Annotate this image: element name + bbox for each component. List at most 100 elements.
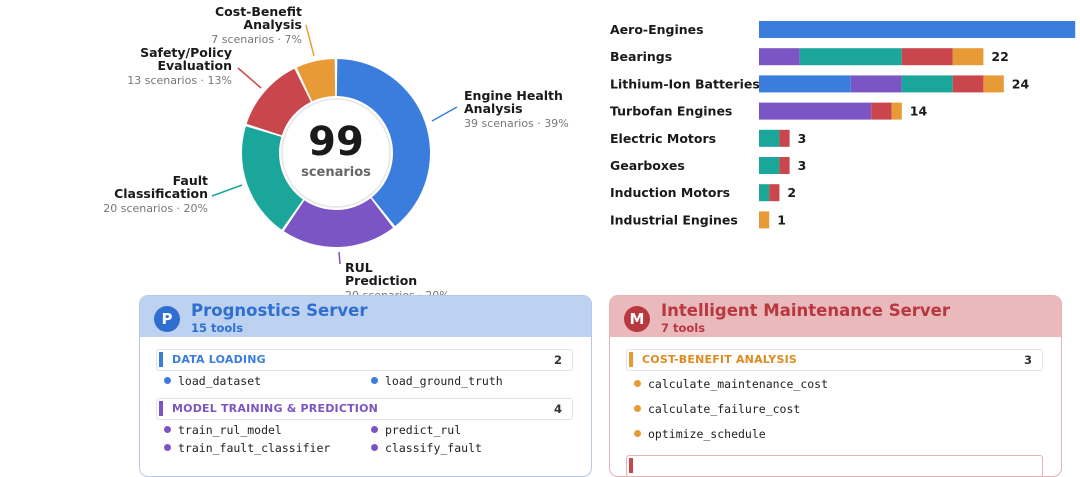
bar-segment [759,157,780,174]
slice-title-line: Prediction [345,273,417,288]
tool-name: train_rul_model [178,423,282,437]
bullet-icon [164,377,171,384]
bar-total-label: 14 [910,104,928,119]
slice-title-line: Evaluation [158,58,233,73]
slice-detail: 20 scenarios · 20% [103,202,208,215]
section-count: 2 [553,353,562,367]
bar-segment [983,75,1004,93]
tool-item: load_ground_truth [371,374,503,388]
bar-category-label: Turbofan Engines [610,104,732,119]
bar-total-label: 24 [1012,76,1030,91]
panel-title: Prognostics Server [191,301,368,320]
bar-category-label: Electric Motors [610,131,716,146]
slice-title-line: Analysis [464,101,523,116]
leader-line [305,24,315,57]
maintenance-server-panel: M Intelligent Maintenance Server 7 tools… [609,295,1062,477]
bullet-icon [371,444,378,451]
tool-item: calculate_failure_cost [634,402,800,416]
bullet-icon [164,426,171,433]
section-label: DATA LOADING [172,353,266,366]
bar-segment [759,129,780,147]
section-cost-benefit: COST-BENEFIT ANALYSIS 3 [626,349,1043,371]
tool-item: load_dataset [164,374,261,388]
tool-item: optimize_schedule [634,427,766,441]
section-color-bar [629,458,633,473]
leader-line [338,251,341,265]
panel-tool-count: 15 tools [191,321,244,335]
bar-total-label: 3 [798,131,807,146]
donut-center-ring [281,98,391,208]
slice-title-line: Fault [173,173,208,188]
section-model-training: MODEL TRAINING & PREDICTION 4 [156,398,573,420]
bullet-icon [634,380,641,387]
donut-slice [336,59,430,227]
slice-title-line: Safety/Policy [140,45,232,60]
slice-title: RUL Prediction [345,260,417,288]
bullet-icon [371,426,378,433]
donut-slice [242,126,304,230]
bar-segment [871,102,892,120]
tool-item: predict_rul [371,423,461,437]
section-color-bar [159,401,163,416]
section-next-partial [626,455,1043,476]
slice-title-line: Cost-Benefit [215,4,302,19]
section-label: COST-BENEFIT ANALYSIS [642,353,797,366]
slice-title-line: RUL [345,260,373,275]
server-badge-icon: P [154,306,180,332]
bullet-icon [634,430,641,437]
slice-title-line: Classification [114,186,208,201]
bar-segment [759,75,851,93]
tool-name: calculate_failure_cost [648,402,801,416]
section-color-bar [629,352,633,367]
bar-category-label: Bearings [610,49,672,64]
tool-name: optimize_schedule [648,427,766,441]
tool-name: train_fault_classifier [178,441,331,455]
scenario-donut-chart: Engine Health Analysis 39 scenarios · 39% R… [0,0,600,302]
slice-detail: 13 scenarios · 13% [127,74,232,87]
bar-segment [901,48,953,66]
bar-segment [952,48,984,66]
slice-title: Engine Health Analysis [464,88,563,116]
tool-name: load_dataset [178,374,262,388]
slice-title: Cost-Benefit Analysis [215,4,302,32]
donut-slice [246,68,311,136]
bar-segment [891,102,902,120]
tool-item: calculate_maintenance_cost [634,377,828,391]
tool-name: classify_fault [385,441,482,455]
donut-center-label: scenarios [301,165,371,180]
leader-line [211,184,243,197]
slice-detail: 7 scenarios · 7% [211,33,302,46]
donut-slice [283,198,394,247]
bar-segment [759,211,770,229]
tool-item: train_rul_model [164,423,282,437]
hbar-svg: Aero-Engines Bearings 22 Lithium-Ion Batter… [610,21,1076,229]
slice-detail: 39 scenarios · 39% [464,117,569,130]
bullet-icon [634,405,641,412]
section-count: 4 [553,402,562,416]
bar-category-label: Gearboxes [610,158,685,173]
panel-header: P Prognostics Server 15 tools [140,296,591,337]
bar-total-label: 3 [798,158,807,173]
leader-line [431,106,458,122]
bar-total-label: 2 [787,185,796,200]
bar-segment [759,184,770,202]
slice-title-line: Engine Health [464,88,563,103]
leader-line [237,67,262,89]
bar-category-label: Lithium-Ion Batteries [610,76,760,91]
slice-title: Safety/Policy Evaluation [140,45,232,73]
tool-item: train_fault_classifier [164,441,330,455]
bar-category-label: Aero-Engines [610,22,704,37]
bar-segment [901,75,953,93]
bar-category-label: Induction Motors [610,185,730,200]
section-count: 3 [1023,353,1032,367]
donut-center-value: 99 [308,119,364,165]
bar-segment [779,157,790,174]
panel-title: Intelligent Maintenance Server [661,301,950,320]
tool-name: load_ground_truth [385,374,503,388]
bar-category-label: Industrial Engines [610,212,738,227]
bar-segment [850,75,902,93]
tool-item: classify_fault [371,441,482,455]
bullet-icon [164,444,171,451]
bar-segment [769,184,780,202]
bar-segment [952,75,984,93]
